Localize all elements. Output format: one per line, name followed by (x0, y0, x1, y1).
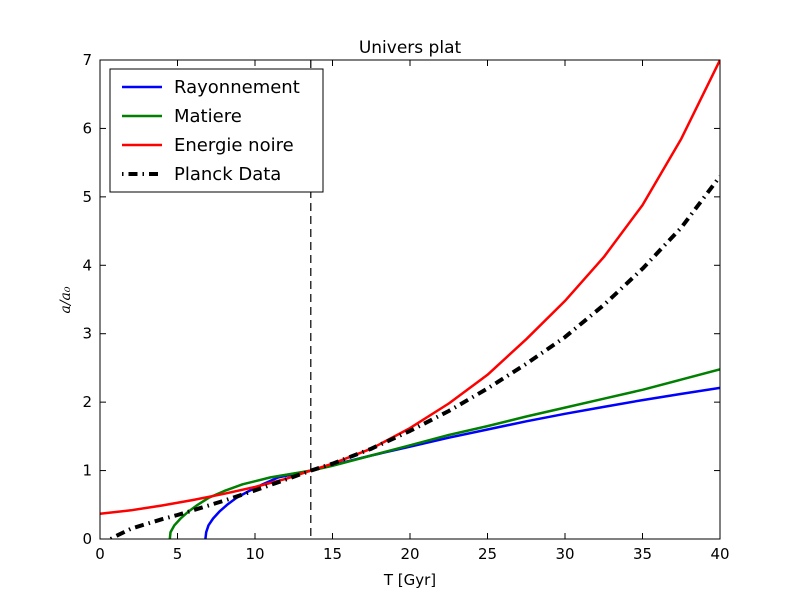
x-tick-label: 0 (95, 545, 105, 563)
y-tick-label: 2 (82, 393, 92, 411)
x-tick-label: 10 (245, 545, 264, 563)
data-series (100, 60, 720, 539)
y-axis: 0 1 2 3 4 5 6 7 (82, 51, 720, 548)
legend-label-energie-noire: Energie noire (174, 135, 294, 156)
legend: Rayonnement Matiere Energie noire Planck Da… (109, 68, 324, 193)
y-axis-label: a/a₀ (58, 286, 74, 313)
y-tick-label: 1 (82, 462, 92, 480)
legend-label-matiere: Matiere (174, 106, 242, 127)
y-tick-label: 5 (82, 188, 92, 206)
legend-box (109, 68, 324, 193)
legend-items: Rayonnement Matiere Energie noire Planck Da… (122, 77, 300, 185)
x-axis: 0 5 10 15 20 25 30 35 40 (95, 60, 730, 563)
y-tick-label: 4 (82, 256, 92, 274)
y-tick-label: 7 (82, 51, 92, 69)
x-tick-label: 30 (555, 545, 574, 563)
legend-label-planck-data: Planck Data (174, 164, 281, 185)
chart-title: Univers plat (359, 38, 462, 58)
x-tick-label: 20 (400, 545, 419, 563)
x-tick-label: 15 (323, 545, 342, 563)
x-tick-label: 25 (478, 545, 497, 563)
series-line-planck-data (109, 175, 720, 539)
x-tick-label: 40 (710, 545, 729, 563)
y-tick-label: 0 (82, 530, 92, 548)
y-tick-label: 3 (82, 325, 92, 343)
x-tick-label: 5 (173, 545, 183, 563)
x-tick-label: 35 (633, 545, 652, 563)
y-tick-label: 6 (82, 119, 92, 137)
legend-label-rayonnement: Rayonnement (174, 77, 300, 98)
x-axis-label: T [Gyr] (383, 571, 436, 589)
